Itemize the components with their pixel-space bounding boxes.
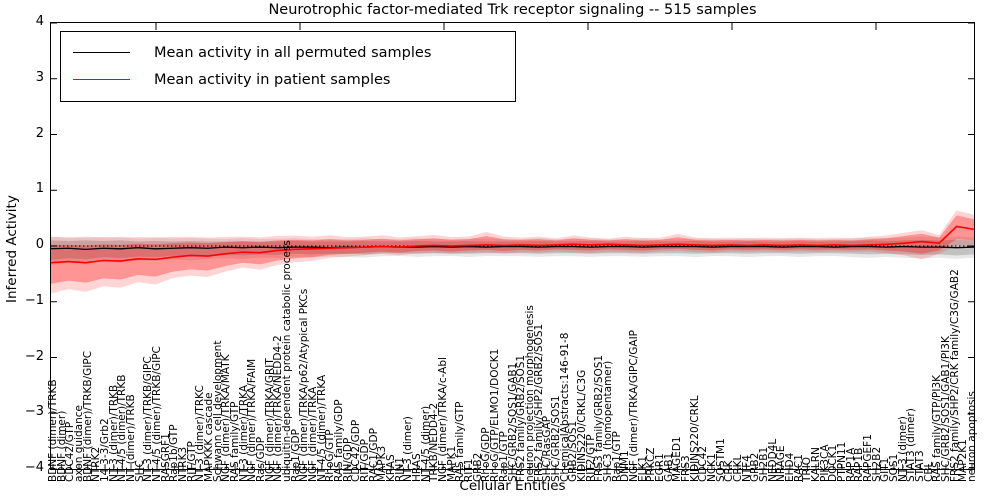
y-tick-label: 3 [35, 69, 44, 85]
legend-line-red-icon [73, 79, 130, 80]
legend-line-black-icon [73, 52, 130, 53]
permuted-band-outer [51, 236, 974, 265]
legend-item-patient: Mean activity in patient samples [73, 66, 503, 93]
y-tick-label: 2 [35, 125, 44, 141]
plot-area: BDNF (dimer)/TRKB BDNF (dimer) CDC42/GTP ax… [47, 22, 978, 482]
y-tick-label: 4 [35, 14, 44, 29]
legend-label-permuted: Mean activity in all permuted samples [154, 44, 432, 61]
legend: Mean activity in all permuted samples Me… [60, 31, 516, 102]
x-axis-title: Cellular Entities [459, 478, 566, 494]
legend-label-patient: Mean activity in patient samples [154, 71, 391, 88]
patient-band [51, 215, 974, 284]
y-tick-label: 0 [35, 237, 44, 252]
x-tick-label-text: neuron apoptosis [966, 391, 978, 482]
chart-canvas [51, 23, 974, 469]
y-tick-label: −1 [24, 292, 44, 308]
permuted-mean-line [51, 245, 974, 250]
y-tick-label: −4 [24, 460, 44, 475]
patient-mean-line [51, 225, 974, 264]
chart-title: Neurotrophic factor-mediated Trk recepto… [268, 2, 757, 18]
y-tick-label: −2 [24, 348, 44, 364]
legend-item-permuted: Mean activity in all permuted samples [73, 39, 503, 66]
y-tick-label: 1 [35, 181, 44, 197]
patient-band-outer [51, 210, 974, 294]
y-tick-label: −3 [24, 404, 44, 420]
